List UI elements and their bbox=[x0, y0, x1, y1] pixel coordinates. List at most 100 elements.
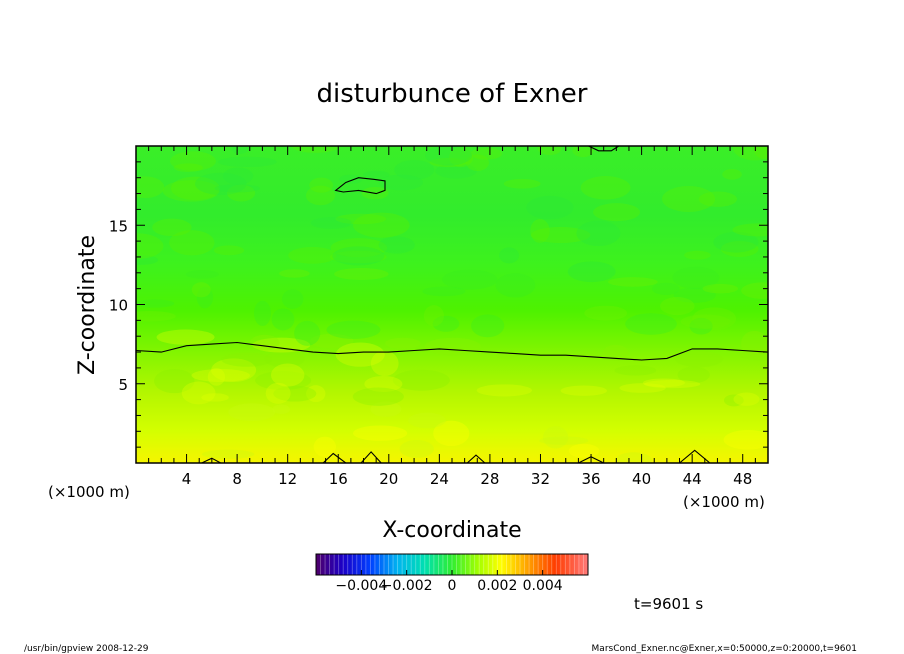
contour-bottom-bump bbox=[322, 452, 347, 463]
texture-patch bbox=[702, 283, 739, 294]
texture-patch bbox=[173, 163, 204, 172]
texture-patch bbox=[170, 151, 216, 171]
texture-patch bbox=[249, 334, 280, 351]
texture-patch bbox=[370, 350, 399, 377]
texture-patch bbox=[252, 337, 311, 353]
contour-lines bbox=[136, 146, 768, 463]
y-axis-label: Z-coordinate bbox=[75, 235, 100, 375]
texture-patch bbox=[370, 401, 402, 417]
texture-patch bbox=[169, 230, 215, 256]
texture-patch bbox=[539, 436, 589, 445]
texture-patch bbox=[332, 246, 385, 266]
texture-patch bbox=[385, 337, 421, 349]
texture-patch bbox=[698, 191, 738, 207]
texture-patch bbox=[279, 269, 310, 278]
x-axis-label: X-coordinate bbox=[382, 518, 521, 543]
texture-patch bbox=[181, 381, 216, 405]
texture-patch bbox=[572, 146, 594, 158]
texture-patch bbox=[227, 184, 256, 202]
texture-patch bbox=[652, 282, 680, 296]
texture-patch bbox=[213, 245, 245, 256]
texture-patch bbox=[674, 350, 724, 368]
contour-bottom-bump bbox=[360, 451, 382, 463]
texture-patch bbox=[196, 286, 214, 309]
texture-patch bbox=[392, 369, 450, 391]
texture-patch bbox=[313, 436, 336, 457]
texture-patch bbox=[424, 337, 481, 356]
field-background bbox=[136, 146, 768, 463]
texture-patch bbox=[433, 420, 470, 447]
texture-patch bbox=[644, 379, 701, 389]
texture-patch bbox=[154, 368, 195, 394]
texture-patch bbox=[156, 329, 215, 345]
texture-patch bbox=[567, 261, 616, 283]
texture-patch bbox=[713, 231, 759, 253]
texture-patch bbox=[732, 223, 768, 237]
x-unit-left: (×1000 m) bbox=[48, 483, 130, 501]
texture-patch bbox=[195, 172, 247, 196]
texture-patch bbox=[394, 160, 435, 180]
x-tick-label: 28 bbox=[480, 470, 499, 488]
x-tick-label: 12 bbox=[278, 470, 297, 488]
texture-patch bbox=[530, 219, 550, 243]
texture-patch bbox=[689, 317, 713, 335]
texture-patch bbox=[207, 368, 226, 386]
texture-patch bbox=[399, 440, 434, 458]
footer-right: MarsCond_Exner.nc@Exner,x=0:50000,z=0:20… bbox=[592, 644, 857, 654]
texture-patch bbox=[191, 282, 211, 298]
texture-patch bbox=[309, 333, 354, 349]
texture-patch bbox=[288, 246, 337, 264]
texture-patch bbox=[530, 227, 591, 244]
texture-patch bbox=[136, 255, 159, 265]
texture-patch bbox=[281, 289, 304, 309]
texture-patch bbox=[408, 412, 446, 429]
texture-patch bbox=[162, 180, 220, 202]
texture-patch bbox=[608, 277, 658, 287]
texture-patch bbox=[672, 266, 720, 289]
texture-patch bbox=[476, 384, 532, 397]
texture-patch bbox=[309, 177, 334, 193]
colorbar-tick-label: −0.002 bbox=[381, 578, 433, 594]
texture-patch bbox=[680, 314, 731, 329]
texture-patch bbox=[560, 385, 608, 396]
texture-patch bbox=[449, 147, 474, 168]
texture-patch bbox=[723, 394, 744, 407]
texture-patch bbox=[642, 378, 685, 388]
texture-patch bbox=[422, 286, 466, 297]
texture-patch bbox=[378, 174, 423, 191]
colorbar-tick-label: 0.002 bbox=[477, 578, 517, 594]
contour-bottom-bump bbox=[466, 454, 486, 463]
x-tick-label: 48 bbox=[733, 470, 752, 488]
texture-patch bbox=[305, 185, 336, 206]
texture-patch bbox=[353, 425, 408, 441]
texture-patch bbox=[625, 313, 677, 335]
texture-patch bbox=[136, 310, 176, 322]
texture-patch bbox=[499, 247, 520, 264]
texture-patch bbox=[185, 270, 219, 279]
texture-patch bbox=[222, 167, 254, 185]
colorbar-tick-label: −0.004 bbox=[335, 578, 387, 594]
texture-patch bbox=[211, 358, 257, 382]
texture-patch bbox=[722, 169, 742, 180]
texture-patch bbox=[576, 220, 621, 247]
texture-patch bbox=[720, 241, 759, 257]
colorbar-tick-label: 0 bbox=[448, 578, 457, 594]
texture-patch bbox=[741, 282, 768, 299]
colorbar: −0.004−0.002 0 0.002 0.004 bbox=[315, 553, 589, 594]
x-tick-label: 16 bbox=[329, 470, 348, 488]
time-label: t=9601 s bbox=[634, 595, 703, 613]
texture-patch bbox=[265, 382, 291, 404]
texture-patch bbox=[326, 320, 381, 339]
texture-patch bbox=[615, 452, 652, 463]
texture-patch bbox=[136, 299, 175, 308]
texture-patch bbox=[733, 392, 760, 406]
texture-patch bbox=[353, 212, 410, 238]
texture-patch bbox=[442, 269, 498, 290]
texture-patch bbox=[568, 443, 600, 458]
texture-patch bbox=[495, 273, 536, 298]
texture-patch bbox=[228, 403, 276, 422]
footer-left: /usr/bin/gpview 2008-12-29 bbox=[24, 644, 149, 654]
texture-patch bbox=[270, 363, 305, 387]
texture-patch bbox=[677, 366, 710, 384]
texture-patch bbox=[294, 320, 321, 346]
